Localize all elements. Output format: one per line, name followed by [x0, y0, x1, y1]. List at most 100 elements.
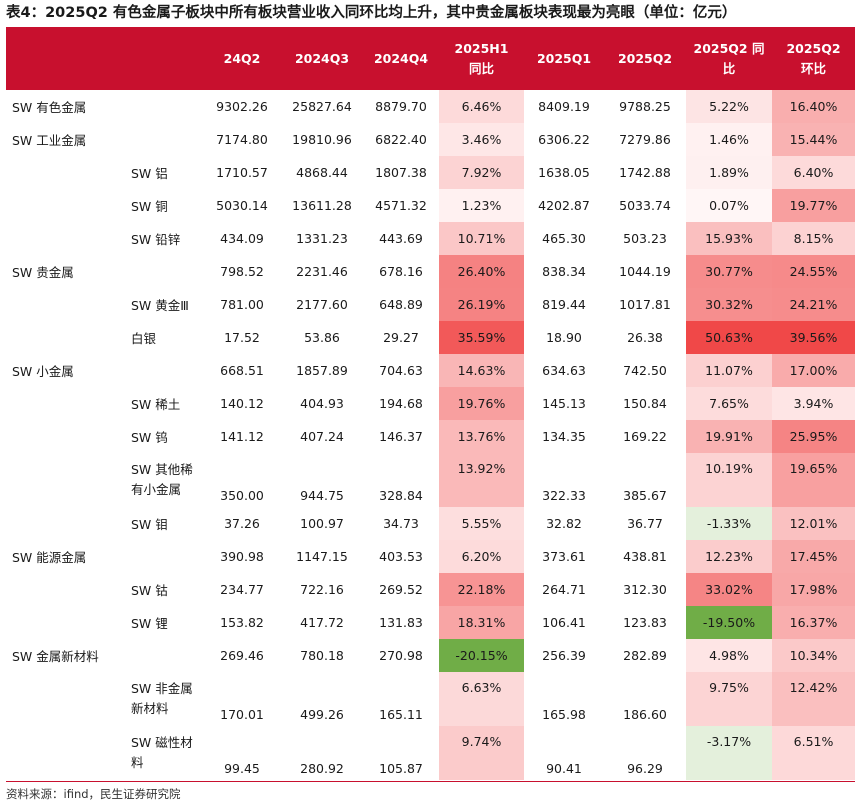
- value-cell: 35.59%: [439, 321, 524, 354]
- value-cell: 6.20%: [439, 540, 524, 573]
- value-cell: 13.76%: [439, 420, 524, 453]
- value-cell: 186.60: [623, 707, 667, 722]
- header-cell: 2025Q2 同 比: [686, 27, 772, 90]
- value-cell: 7279.86: [619, 132, 671, 147]
- sector-name: [6, 321, 121, 354]
- value-cell: 4202.87: [538, 198, 590, 213]
- value-cell: 403.53: [379, 549, 423, 564]
- table-row: SW 铜 5030.14 13611.28 4571.32 1.23% 4202.87 50…: [6, 189, 855, 222]
- table-row: SW 工业金属 7174.80 19810.96 6822.40 3.46% 6306.2…: [6, 123, 855, 156]
- value-cell: 18.90: [546, 330, 582, 345]
- sector-name: SW 贵金属: [12, 265, 74, 280]
- value-cell: 1.23%: [439, 189, 524, 222]
- value-cell: 322.33: [542, 488, 586, 503]
- value-cell: 165.98: [542, 707, 586, 722]
- value-cell: 106.41: [542, 615, 586, 630]
- value-cell: 9.75%: [686, 672, 772, 726]
- table-row: SW 铅锌 434.09 1331.23 443.69 10.71% 465.30 503.…: [6, 222, 855, 255]
- header-cell: 2024Q4: [363, 27, 439, 90]
- sector-name: SW 能源金属: [12, 550, 87, 565]
- sector-name: [6, 189, 121, 222]
- value-cell: 3.94%: [772, 387, 855, 420]
- value-cell: 165.11: [379, 707, 423, 722]
- value-cell: 36.77: [627, 516, 663, 531]
- header-cell: 2024Q3: [281, 27, 363, 90]
- subsector-name: SW 非金属 新材料: [131, 681, 193, 716]
- subsector-name: SW 锂: [131, 616, 168, 631]
- subsector-name: [121, 90, 203, 123]
- header-cell: 2025Q1: [524, 27, 604, 90]
- value-cell: 443.69: [379, 231, 423, 246]
- subsector-name: SW 其他稀 有小金属: [131, 462, 193, 497]
- table-row: SW 稀土 140.12 404.93 194.68 19.76% 145.13 150.8…: [6, 387, 855, 420]
- value-cell: 5033.74: [619, 198, 671, 213]
- table-row: SW 非金属 新材料 170.01 499.26 165.11 6.63% 165.98 1…: [6, 672, 855, 726]
- value-cell: 390.98: [220, 549, 264, 564]
- value-cell: 16.37%: [772, 606, 855, 639]
- value-cell: 13.92%: [439, 453, 524, 507]
- value-cell: 7.65%: [686, 387, 772, 420]
- value-cell: 798.52: [220, 264, 264, 279]
- value-cell: 10.71%: [439, 222, 524, 255]
- header-cell: 2025H1 同比: [439, 27, 524, 90]
- value-cell: 5030.14: [216, 198, 268, 213]
- value-cell: 9788.25: [619, 99, 671, 114]
- value-cell: 26.38: [627, 330, 663, 345]
- value-cell: 1857.89: [296, 363, 348, 378]
- table-row: SW 磁性材 料 99.45 280.92 105.87 9.74% 90.41 96.29…: [6, 726, 855, 780]
- value-cell: 780.18: [300, 648, 344, 663]
- value-cell: 10.34%: [772, 639, 855, 672]
- table-row: SW 贵金属 798.52 2231.46 678.16 26.40% 838.34 104…: [6, 255, 855, 288]
- value-cell: 9.74%: [439, 726, 524, 780]
- table-row: SW 钨 141.12 407.24 146.37 13.76% 134.35 169.22…: [6, 420, 855, 453]
- value-cell: 6.40%: [772, 156, 855, 189]
- value-cell: 19.65%: [772, 453, 855, 507]
- value-cell: 96.29: [627, 761, 663, 776]
- value-cell: 256.39: [542, 648, 586, 663]
- sector-name: [6, 726, 121, 780]
- sector-name: [6, 222, 121, 255]
- value-cell: 11.07%: [686, 354, 772, 387]
- value-cell: 678.16: [379, 264, 423, 279]
- value-cell: 8409.19: [538, 99, 590, 114]
- value-cell: 17.00%: [772, 354, 855, 387]
- value-cell: -19.50%: [686, 606, 772, 639]
- value-cell: 722.16: [300, 582, 344, 597]
- value-cell: 26.40%: [439, 255, 524, 288]
- value-cell: 99.45: [224, 761, 260, 776]
- value-cell: -20.15%: [439, 639, 524, 672]
- value-cell: 145.13: [542, 396, 586, 411]
- value-cell: 140.12: [220, 396, 264, 411]
- table-row: SW 金属新材料 269.46 780.18 270.98 -20.15% 256.39 2…: [6, 639, 855, 672]
- value-cell: 30.77%: [686, 255, 772, 288]
- value-cell: 438.81: [623, 549, 667, 564]
- value-cell: 24.21%: [772, 288, 855, 321]
- subsector-name: SW 稀土: [131, 397, 181, 412]
- value-cell: -3.17%: [686, 726, 772, 780]
- value-cell: 19.76%: [439, 387, 524, 420]
- subsector-name: [121, 354, 203, 387]
- subsector-name: 白银: [131, 331, 157, 346]
- value-cell: 350.00: [220, 488, 264, 503]
- value-cell: 944.75: [300, 488, 344, 503]
- value-cell: 29.27: [383, 330, 419, 345]
- value-cell: 6822.40: [375, 132, 427, 147]
- subsector-name: [121, 540, 203, 573]
- table-title: 表4：2025Q2 有色金属子板块中所有板块营业收入同环比均上升，其中贵金属板块…: [6, 5, 737, 21]
- sector-name: SW 金属新材料: [12, 649, 99, 664]
- header-cell: 2025Q2 环比: [772, 27, 855, 90]
- value-cell: 742.50: [623, 363, 667, 378]
- sector-name: [6, 672, 121, 726]
- subsector-name: SW 钴: [131, 583, 168, 598]
- value-cell: 34.73: [383, 516, 419, 531]
- value-cell: 141.12: [220, 429, 264, 444]
- sector-name: [6, 606, 121, 639]
- value-cell: 6.51%: [772, 726, 855, 780]
- value-cell: 32.82: [546, 516, 582, 531]
- value-cell: 10.19%: [686, 453, 772, 507]
- value-cell: 704.63: [379, 363, 423, 378]
- value-cell: 328.84: [379, 488, 423, 503]
- table-row: 白银 17.52 53.86 29.27 35.59% 18.90 26.38 50.63% 3…: [6, 321, 855, 354]
- value-cell: 0.07%: [686, 189, 772, 222]
- value-cell: 6.46%: [439, 90, 524, 123]
